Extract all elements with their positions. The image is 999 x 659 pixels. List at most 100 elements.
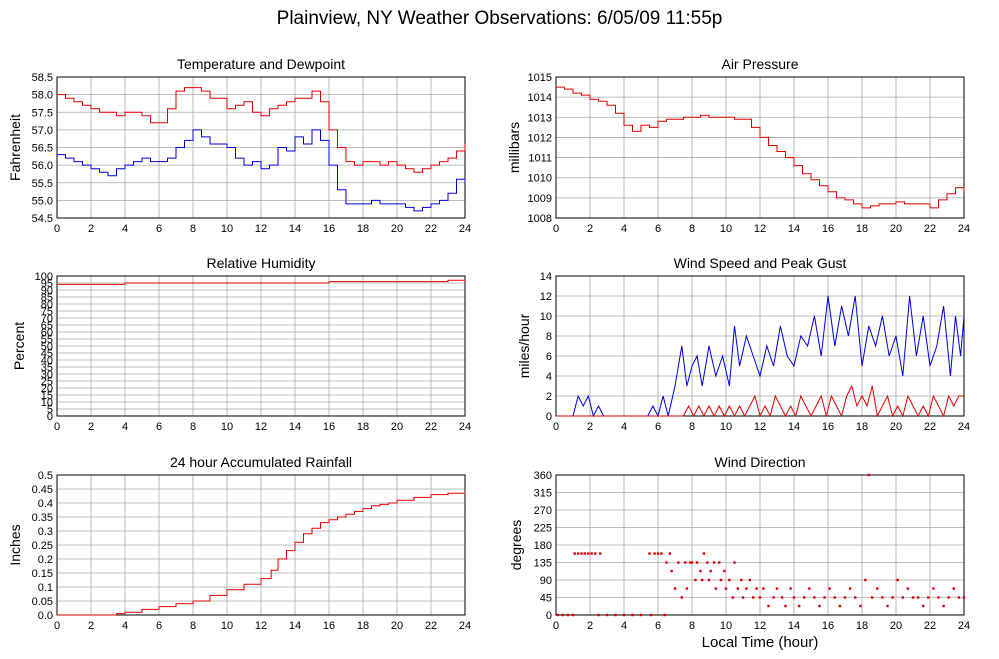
rain-ytick-label: 0.3 xyxy=(38,526,53,538)
direction-point xyxy=(755,587,758,590)
humidity-frame xyxy=(56,275,466,417)
direction-point xyxy=(896,578,899,582)
humidity-ytick-label: 30 xyxy=(41,369,53,381)
direction-point xyxy=(828,587,831,590)
direction-point xyxy=(867,473,870,477)
direction-point xyxy=(695,561,699,564)
pressure-xtick-label: 0 xyxy=(553,223,559,235)
direction-point xyxy=(605,613,609,617)
rain-series-red-line xyxy=(57,491,466,616)
wind-ytick-label: 6 xyxy=(546,351,552,363)
wind-xtick-label: 22 xyxy=(924,421,936,433)
pressure-ytick-label: 1012 xyxy=(528,132,552,144)
humidity-ytick-label: 95 xyxy=(41,278,53,290)
direction-point xyxy=(631,613,634,617)
rain-ytick-label: 0.35 xyxy=(32,512,53,524)
humidity-xtick-label: 2 xyxy=(88,421,94,433)
direction-xtick-label: 22 xyxy=(924,620,936,632)
wind-xtick-label: 20 xyxy=(890,421,902,433)
rain-ytick-label: 0.25 xyxy=(32,540,53,552)
direction-xtick-label: 4 xyxy=(621,620,627,632)
temp-title: Temperature and Dewpoint xyxy=(177,56,345,72)
pressure-xtick-label: 2 xyxy=(587,223,593,235)
direction-point xyxy=(656,552,660,555)
direction-point xyxy=(922,604,925,608)
direction-xtick-label: 0 xyxy=(553,620,559,632)
direction-point xyxy=(576,552,580,555)
temp-ytick-label: 54.5 xyxy=(32,213,53,225)
humidity-ytick-label: 85 xyxy=(41,292,53,304)
direction-frame xyxy=(555,474,965,616)
direction-point xyxy=(823,596,826,599)
direction-point xyxy=(927,596,930,599)
rain-ylabel: Inches xyxy=(7,524,23,565)
direction-point xyxy=(571,613,575,617)
direction-xtick-label: 6 xyxy=(655,620,661,632)
temp-xtick-label: 6 xyxy=(156,223,162,235)
direction-ytick-label: 225 xyxy=(534,523,552,535)
rain-ytick-label: 0.2 xyxy=(38,554,53,566)
pressure-ytick-label: 1008 xyxy=(528,213,552,225)
wind-xtick-label: 2 xyxy=(587,421,593,433)
direction-point xyxy=(685,587,689,590)
humidity-ytick-label: 55 xyxy=(41,334,53,346)
direction-xtick-label: 2 xyxy=(587,620,593,632)
direction-ytick-label: 45 xyxy=(540,593,552,605)
wind-series-red-line xyxy=(556,384,964,418)
direction-ylabel: degrees xyxy=(508,520,524,571)
direction-point xyxy=(684,561,687,564)
direction-point xyxy=(653,552,656,555)
direction-point xyxy=(650,613,653,617)
direction-point xyxy=(665,561,668,564)
pressure-ytick-label: 1013 xyxy=(528,112,552,124)
direction-point xyxy=(833,596,836,599)
direction-xtick-label: 8 xyxy=(689,620,695,632)
direction-point xyxy=(838,604,842,608)
humidity-xtick-label: 6 xyxy=(156,421,162,433)
temp-xtick-label: 24 xyxy=(459,223,471,235)
direction-point xyxy=(876,587,879,590)
rain-ytick-label: 0.4 xyxy=(38,498,53,510)
humidity-xtick-label: 24 xyxy=(459,421,471,433)
wind-ytick-label: 0 xyxy=(546,411,552,423)
direction-point xyxy=(901,596,904,599)
direction-point xyxy=(701,578,704,582)
direction-point xyxy=(813,596,816,599)
pressure-xtick-label: 12 xyxy=(754,223,766,235)
temp-xtick-label: 12 xyxy=(255,223,267,235)
pressure-ytick-label: 1010 xyxy=(528,173,552,185)
x-axis-label: Local Time (hour) xyxy=(701,634,819,651)
pressure-xtick-label: 20 xyxy=(890,223,902,235)
direction-point xyxy=(728,578,731,582)
direction-title: Wind Direction xyxy=(714,454,805,470)
direction-point xyxy=(593,552,597,555)
direction-point xyxy=(719,578,723,582)
direction-xtick-label: 18 xyxy=(856,620,868,632)
direction-point xyxy=(962,596,966,599)
wind-xtick-label: 14 xyxy=(788,421,800,433)
direction-ytick-label: 90 xyxy=(540,575,552,587)
humidity-xtick-label: 12 xyxy=(255,421,267,433)
pressure-xtick-label: 4 xyxy=(621,223,627,235)
direction-point xyxy=(745,587,748,590)
temp-xtick-label: 2 xyxy=(88,223,94,235)
direction-point xyxy=(639,613,643,617)
pressure-ytick-label: 1014 xyxy=(528,92,552,104)
direction-point xyxy=(689,561,692,564)
direction-ytick-label: 315 xyxy=(534,488,552,500)
rain-xtick-label: 10 xyxy=(221,620,233,632)
humidity-ytick-label: 65 xyxy=(41,320,53,332)
rain-xtick-label: 12 xyxy=(255,620,267,632)
humidity-ytick-label: 100 xyxy=(35,271,53,283)
humidity-ytick-label: 60 xyxy=(41,327,53,339)
direction-ytick-label: 0 xyxy=(546,610,552,622)
direction-ytick-label: 180 xyxy=(534,540,552,552)
direction-point xyxy=(767,604,770,608)
wind-ytick-label: 12 xyxy=(540,291,552,303)
pressure-xtick-label: 24 xyxy=(958,223,970,235)
wind-ytick-label: 10 xyxy=(540,311,552,323)
